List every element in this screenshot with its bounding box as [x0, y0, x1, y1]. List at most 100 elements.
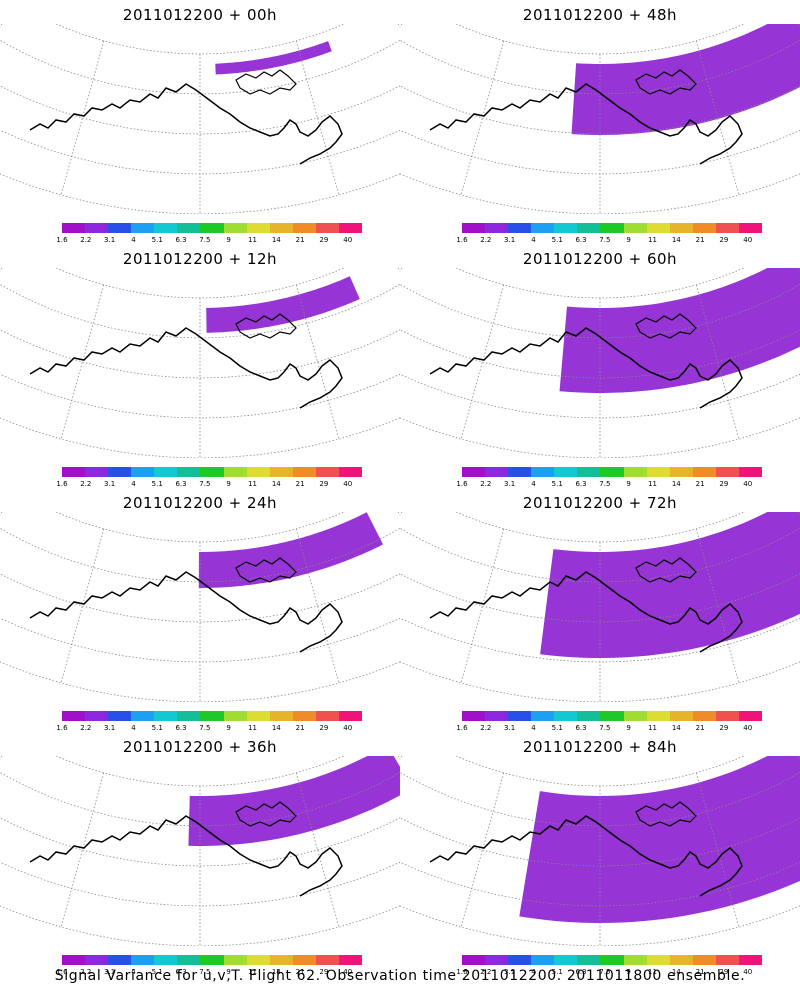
colorbar-swatch — [338, 467, 363, 477]
colorbar-label: 7.5 — [199, 724, 211, 732]
colorbar — [462, 223, 763, 233]
coastline — [235, 69, 297, 95]
colorbar-swatch — [62, 711, 86, 721]
colorbar-label: 29 — [719, 236, 729, 244]
colorbar-swatch — [531, 955, 555, 965]
projection-map — [400, 512, 800, 702]
colorbar-label: 11 — [648, 968, 657, 976]
colorbar-label: 40 — [343, 968, 353, 976]
signal-variance-region — [540, 512, 800, 658]
projection-map — [400, 268, 800, 458]
colorbar-swatch — [531, 467, 555, 477]
map-panel: 2011012200 + 24h 1.6 2.2 3.1 4 5.1 6.3 7.5 9 11 14… — [0, 488, 400, 732]
colorbar-label: 9 — [626, 236, 631, 244]
colorbar-label: 7.5 — [599, 724, 611, 732]
colorbar-labels: 1.6 2.2 3.1 4 5.1 6.3 7.5 9 11 14 21 29 40 — [456, 480, 762, 490]
colorbar-label: 9 — [226, 968, 231, 976]
colorbar-swatch — [292, 223, 316, 233]
colorbar-swatch — [200, 711, 224, 721]
colorbar-label: 40 — [343, 236, 353, 244]
colorbar-label: 21 — [295, 724, 305, 732]
longitude-gridline — [400, 24, 403, 28]
coastline — [29, 327, 343, 409]
colorbar-label: 7.5 — [199, 236, 211, 244]
colorbar-label: 11 — [248, 968, 257, 976]
colorbar-swatch — [292, 955, 316, 965]
colorbar-label: 5.1 — [551, 724, 563, 732]
colorbar-label: 1.6 — [456, 724, 468, 732]
colorbar-label: 2.2 — [80, 480, 92, 488]
colorbar-label: 3.1 — [504, 236, 516, 244]
colorbar-swatch — [154, 711, 178, 721]
colorbar-labels: 1.6 2.2 3.1 4 5.1 6.3 7.5 9 11 14 21 29 40 — [456, 968, 762, 978]
colorbar-label: 6.3 — [575, 236, 587, 244]
longitude-gridline — [60, 528, 105, 684]
colorbar-label: 9 — [226, 236, 231, 244]
colorbar-swatch — [200, 223, 224, 233]
latitude-gridline — [400, 817, 800, 867]
longitude-gridline — [695, 772, 740, 928]
colorbar-swatch — [269, 467, 293, 477]
colorbar-swatch — [338, 711, 363, 721]
colorbar-label: 7.5 — [199, 968, 211, 976]
longitude-gridline — [695, 528, 740, 684]
colorbar-swatch — [62, 955, 86, 965]
map-panel: 2011012200 + 48h 1.6 2.2 3.1 4 5.1 6.3 7.5 9 11 14… — [400, 0, 800, 244]
colorbar-label: 6.3 — [575, 968, 587, 976]
longitude-gridline — [0, 268, 3, 272]
colorbar-labels: 1.6 2.2 3.1 4 5.1 6.3 7.5 9 11 14 21 29 40 — [56, 968, 362, 978]
colorbar-label: 14 — [271, 724, 281, 732]
longitude-gridline — [397, 512, 400, 516]
colorbar-label: 21 — [695, 724, 705, 732]
colorbar-swatch — [131, 467, 155, 477]
longitude-gridline — [0, 24, 3, 28]
colorbar-swatch — [692, 467, 716, 477]
colorbar-label: 9 — [226, 480, 231, 488]
colorbar-swatch — [269, 223, 293, 233]
colorbar-label: 1.6 — [456, 236, 468, 244]
map-panel: 2011012200 + 84h 1.6 2.2 3.1 4 5.1 6.3 7.5 9 11 14… — [400, 732, 800, 976]
colorbar-swatch — [715, 711, 739, 721]
colorbar-label: 5.1 — [151, 968, 163, 976]
colorbar-swatch — [669, 711, 693, 721]
latitude-gridline — [55, 24, 345, 55]
colorbar-swatch — [85, 467, 109, 477]
colorbar-swatch — [85, 955, 109, 965]
colorbar-swatch — [269, 955, 293, 965]
longitude-gridline — [400, 268, 403, 272]
colorbar-label: 21 — [695, 480, 705, 488]
signal-variance-region — [571, 24, 800, 135]
colorbar-label: 29 — [319, 724, 329, 732]
colorbar-swatch — [508, 467, 532, 477]
projection-map — [400, 756, 800, 946]
colorbar-label: 5.1 — [151, 480, 163, 488]
colorbar-swatch — [200, 467, 224, 477]
colorbar-label: 4 — [131, 236, 136, 244]
longitude-gridline — [695, 40, 740, 196]
longitude-gridline — [295, 40, 340, 196]
coastline — [429, 815, 743, 897]
coastline — [235, 313, 297, 339]
colorbar-label: 3.1 — [504, 968, 516, 976]
colorbar-swatch — [692, 223, 716, 233]
colorbar-label: 3.1 — [104, 480, 116, 488]
coastline — [29, 571, 343, 653]
coastline — [635, 313, 697, 339]
map-panel: 2011012200 + 12h 1.6 2.2 3.1 4 5.1 6.3 7.5 9 11 14… — [0, 244, 400, 488]
colorbar-label: 2.2 — [80, 968, 92, 976]
colorbar-label: 5.1 — [551, 236, 563, 244]
colorbar-swatch — [623, 467, 647, 477]
colorbar-swatch — [508, 223, 532, 233]
colorbar-swatch — [315, 955, 339, 965]
colorbar-label: 1.6 — [56, 236, 68, 244]
colorbar-labels: 1.6 2.2 3.1 4 5.1 6.3 7.5 9 11 14 21 29 40 — [56, 236, 362, 246]
coastline — [635, 557, 697, 583]
colorbar-label: 14 — [671, 724, 681, 732]
colorbar-label: 11 — [248, 236, 257, 244]
colorbar-swatch — [154, 467, 178, 477]
colorbar — [62, 223, 363, 233]
coastline — [635, 801, 697, 827]
projection-map — [0, 756, 400, 946]
panel-title: 2011012200 + 72h — [522, 494, 678, 512]
colorbar-swatch — [485, 223, 509, 233]
